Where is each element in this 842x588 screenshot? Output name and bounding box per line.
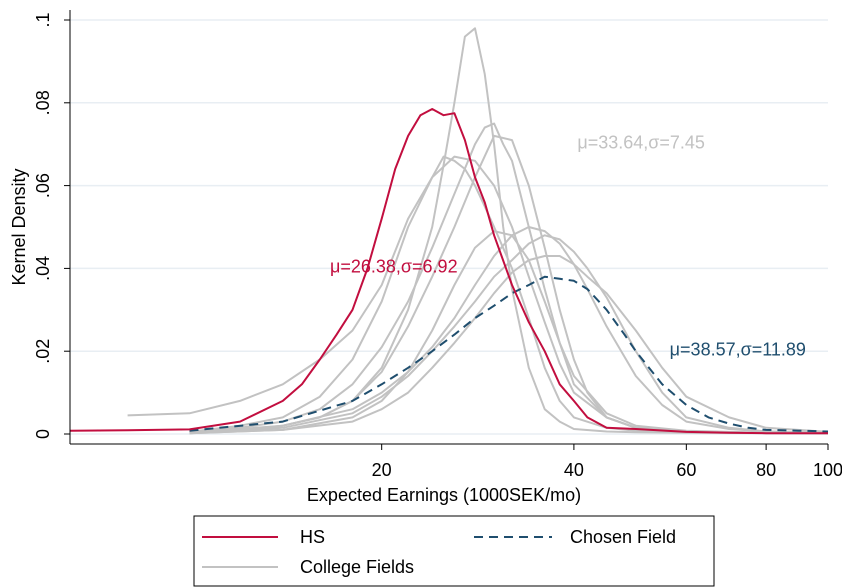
legend-box [193, 515, 715, 587]
x-tick-label: 60 [676, 460, 696, 480]
series-line-college [189, 27, 828, 435]
series-line-college [189, 255, 829, 435]
density-curves [69, 27, 829, 435]
annotation-hs: μ=26.38,σ=6.92 [330, 257, 458, 277]
y-tick-label: 0 [33, 429, 53, 439]
annotation-chosen: μ=38.57,σ=11.89 [670, 339, 806, 359]
series-line-college [189, 230, 829, 435]
legend-label-college: College Fields [300, 557, 414, 577]
x-tick-label: 80 [756, 460, 776, 480]
legend-label-chosen: Chosen Field [570, 527, 676, 547]
x-tick-label: 40 [564, 460, 584, 480]
annotation-college: μ=33.64,σ=7.45 [577, 132, 705, 152]
annotations: μ=26.38,σ=6.92 μ=33.64,σ=7.45 μ=38.57,σ=11… [330, 132, 806, 359]
y-tick-label: .04 [33, 256, 53, 281]
legend-label-hs: HS [300, 527, 325, 547]
series-line-college [189, 134, 829, 435]
series-line-college [127, 155, 829, 435]
x-axis-label: Expected Earnings (1000SEK/mo) [307, 485, 581, 505]
y-ticks: 0 .02 .04 .06 .08 .1 [33, 12, 70, 439]
x-tick-label: 20 [372, 460, 392, 480]
y-tick-label: .02 [33, 339, 53, 364]
gridlines [70, 19, 828, 435]
x-tick-label: 100 [813, 460, 842, 480]
series-line-college [189, 226, 829, 434]
legend: HS Chosen Field College Fields [193, 515, 715, 587]
x-ticks: 20 40 60 80 100 [372, 444, 842, 480]
series-line-college [189, 155, 829, 435]
y-tick-label: .08 [33, 90, 53, 115]
axes [69, 10, 828, 445]
series-line-chosen [189, 275, 829, 433]
y-axis-label: Kernel Density [9, 168, 29, 285]
series-line-hs [69, 108, 828, 435]
y-tick-label: .06 [33, 173, 53, 198]
y-tick-label: .1 [33, 12, 53, 27]
